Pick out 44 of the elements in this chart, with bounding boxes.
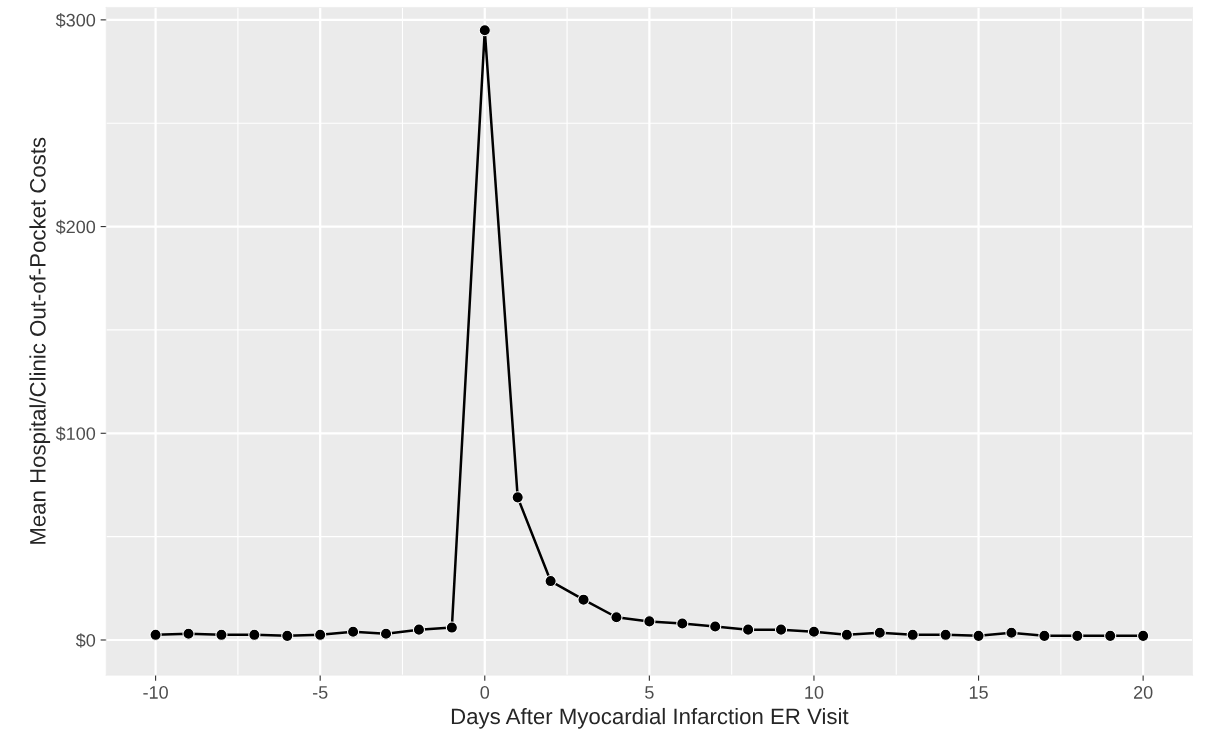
point [412,623,426,636]
y-axis-title: Mean Hospital/Clinic Out-of-Pocket Costs [29,137,51,544]
point [873,626,886,639]
point [379,627,393,640]
point [1137,629,1150,642]
x-tick-label: 20 [1134,686,1153,699]
point [709,620,722,633]
point [840,628,853,641]
point [610,611,623,624]
x-tick-label: 15 [969,686,988,699]
point [445,621,458,634]
x-tick-label: 10 [805,686,824,699]
point [643,615,656,628]
y-tick-label: $100 [55,426,96,442]
point [774,623,788,636]
x-tick-label: 0 [480,686,490,699]
point [972,629,985,642]
point [1005,626,1018,639]
y-tick-label: $200 [55,219,96,235]
point [478,24,491,37]
point [1104,629,1117,642]
point [182,627,195,640]
point [314,628,327,641]
point [544,575,557,588]
point [347,625,360,638]
point [248,628,261,641]
point [511,491,524,504]
point [1038,629,1051,642]
x-tick-label: -10 [143,686,168,699]
point [149,628,162,641]
x-tick-label: -5 [312,686,328,699]
point [939,628,952,641]
point [1071,629,1084,642]
point [906,628,919,641]
point [577,593,590,606]
x-axis-title: Days After Myocardial Infarction ER Visit [451,707,849,729]
point [676,617,689,630]
y-tick-label: $0 [75,633,96,648]
point [215,628,228,641]
point [807,625,821,638]
y-tick-label: $300 [55,13,96,28]
point [742,623,755,636]
x-tick-label: 5 [645,686,654,699]
point [281,629,294,642]
